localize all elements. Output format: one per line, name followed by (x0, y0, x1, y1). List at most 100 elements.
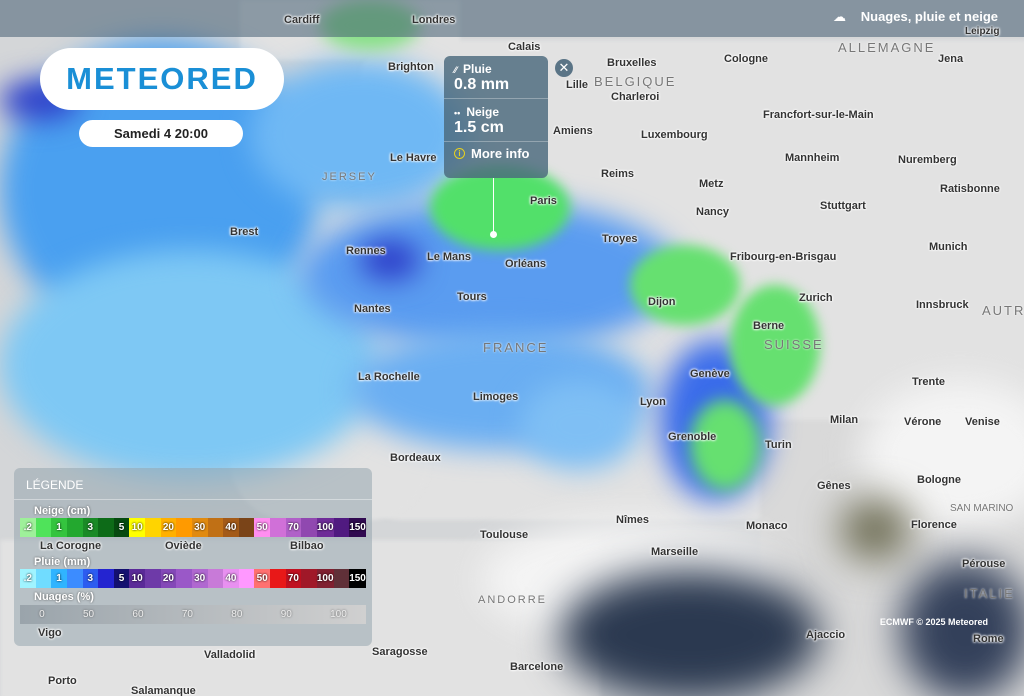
city-label: Berne (753, 320, 785, 332)
rain-scale: .2 1 3 5 10 20 30 40 50 70 100 150 (20, 569, 366, 588)
rain-scale-step (333, 569, 350, 588)
tooltip-pointer (493, 178, 494, 234)
rain-scale-step (207, 569, 224, 588)
layer-title[interactable]: Nuages, pluie et neige (860, 9, 998, 24)
city-label: Luxembourg (641, 129, 708, 141)
city-label: Bruxelles (607, 57, 657, 69)
clouds-scale-step: 50 (83, 609, 95, 620)
legend-panel: LÉGENDE Neige (cm) .2 1 3 5 10 20 30 40 50 70 100 1… (14, 468, 372, 646)
rain-scale-step (301, 569, 317, 588)
more-info-label: More info (471, 146, 530, 161)
city-label: Bologne (917, 474, 961, 486)
city-label: Florence (911, 519, 957, 531)
snow-scale-step: 3 (82, 518, 99, 537)
city-label: Gênes (817, 480, 851, 492)
point-tooltip: ⁄⁄ Pluie 0.8 mm •• Neige 1.5 cm i More inf… (444, 56, 548, 178)
rain-scale-step: .2 (20, 569, 36, 588)
clouds-scale-step: 100 (330, 609, 347, 620)
city-label: Le Havre (390, 152, 437, 164)
snow-scale-step: 50 (254, 518, 270, 537)
city-label: Vérone (904, 416, 942, 428)
city-label: Porto (48, 675, 77, 687)
snow-scale-step: 20 (160, 518, 177, 537)
city-label: Munich (929, 241, 968, 253)
city-label: Innsbruck (916, 299, 969, 311)
city-label: Toulouse (480, 529, 529, 541)
snow-scale-step (333, 518, 350, 537)
city-label: Ratisbonne (940, 183, 1000, 195)
city-label: Reims (601, 168, 635, 180)
close-icon[interactable]: ✕ (555, 59, 573, 77)
rain-scale-step (238, 569, 255, 588)
more-info-button[interactable]: i More info (444, 142, 548, 165)
credit: ECMWF © 2025 Meteored (879, 617, 988, 627)
city-label: Bordeaux (390, 452, 441, 464)
city-label: Amiens (553, 125, 593, 137)
rain-scale-step (98, 569, 114, 588)
snow-scale-step: 10 (129, 518, 145, 537)
rain-scale-label: Pluie (mm) (34, 556, 91, 568)
snow-scale-step (301, 518, 317, 537)
forecast-date[interactable]: Samedi 4 20:00 (79, 120, 243, 147)
snow-icon: •• (454, 108, 461, 118)
country-label: ANDORRE (478, 594, 548, 606)
rain-scale-step: 40 (223, 569, 239, 588)
snow-scale-step: 30 (191, 518, 208, 537)
meteored-logo[interactable]: METEORED (40, 48, 284, 110)
snow-scale-step: 5 (113, 518, 130, 537)
clouds-scale: 0 50 60 70 80 90 100 (20, 605, 366, 624)
city-label: Limoges (473, 391, 519, 403)
city-label: Le Mans (427, 251, 472, 263)
city-label: Cologne (724, 53, 768, 65)
city-label: Marseille (651, 546, 699, 558)
city-label: Rome (973, 633, 1004, 645)
location-marker[interactable] (490, 231, 497, 238)
city-label: Nîmes (616, 514, 650, 526)
city-label: Charleroi (611, 91, 660, 103)
city-label: Zurich (799, 292, 833, 304)
city-label: Cardiff (284, 14, 320, 26)
city-label: Mannheim (785, 152, 840, 164)
rain-scale-step: 5 (113, 569, 130, 588)
city-label: Vigo (38, 627, 62, 639)
city-label: Venise (965, 416, 1000, 428)
snow-scale-step (145, 518, 161, 537)
city-label: Monaco (746, 520, 788, 532)
city-label: Lille (566, 79, 589, 91)
rain-scale-step: 3 (82, 569, 99, 588)
clouds-scale-label: Nuages (%) (34, 591, 94, 603)
rain-scale-step (66, 569, 83, 588)
rain-scale-step (145, 569, 161, 588)
snow-row: •• Neige 1.5 cm (444, 99, 548, 142)
snow-label: Neige (466, 105, 499, 119)
city-label: Lyon (640, 396, 666, 408)
snow-scale-label: Neige (cm) (34, 505, 91, 517)
city-label: Leipzig (965, 26, 1000, 37)
city-label: Milan (830, 414, 859, 426)
city-label: Jena (938, 53, 964, 65)
rain-scale-step: 30 (191, 569, 208, 588)
city-label: Troyes (602, 233, 638, 245)
snow-scale-step: 40 (223, 518, 239, 537)
snow-scale-step (238, 518, 255, 537)
country-label: SUISSE (764, 337, 824, 352)
city-label: Nuremberg (898, 154, 957, 166)
city-label: Calais (508, 41, 541, 53)
city-label: Barcelone (510, 661, 564, 673)
country-label: SAN MARINO (950, 503, 1014, 514)
city-label: Ajaccio (806, 629, 846, 641)
clouds-scale-step: 90 (280, 609, 292, 620)
city-label: Nancy (696, 206, 730, 218)
city-label: Tours (457, 291, 487, 303)
city-label: Oviède (165, 540, 202, 552)
city-label: Nantes (354, 303, 391, 315)
snow-scale-step: 100 (316, 518, 334, 537)
rain-scale-step: 20 (160, 569, 177, 588)
city-label: Rennes (346, 245, 386, 257)
snow-scale-step: 150 (349, 518, 366, 537)
rain-value: 0.8 mm (454, 76, 510, 93)
city-label: Londres (412, 14, 456, 26)
rain-scale-step: 50 (254, 569, 270, 588)
legend-title: LÉGENDE (26, 478, 84, 492)
